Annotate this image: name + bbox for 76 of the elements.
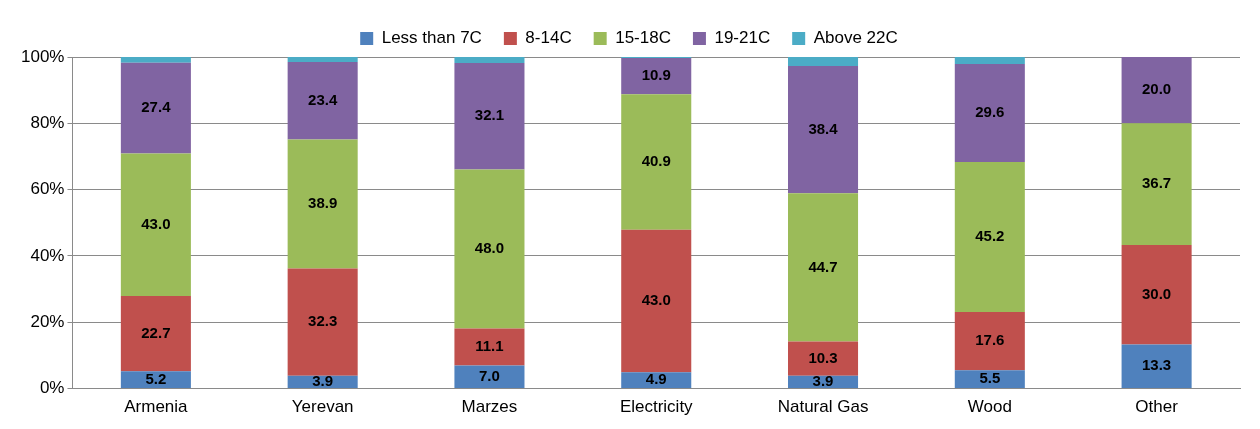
bar (454, 328, 525, 366)
bar (954, 370, 1025, 389)
bar (954, 312, 1025, 371)
y-tick-label: 60% (30, 179, 65, 199)
legend-label: Above 22C (813, 28, 898, 48)
data-label: 23.4 (308, 90, 338, 108)
data-label: 43.0 (141, 214, 171, 232)
data-label: 30.0 (1142, 284, 1172, 302)
data-label: 5.5 (979, 369, 1001, 387)
bar (1121, 57, 1192, 124)
data-label: 38.9 (308, 194, 338, 212)
data-label: 48.0 (474, 239, 505, 257)
data-label: 20.0 (1142, 80, 1172, 98)
x-tick-label: Electricity (619, 397, 694, 417)
bar (287, 57, 358, 62)
legend-label: 19-21C (714, 28, 771, 48)
data-label: 13.3 (1142, 356, 1172, 374)
bar (954, 57, 1025, 64)
bar (120, 153, 191, 297)
y-tick-label: 40% (30, 245, 65, 265)
bar (954, 162, 1025, 312)
bar (120, 57, 191, 63)
bar (621, 94, 692, 230)
data-label: 10.3 (808, 348, 838, 366)
data-label: 3.9 (312, 372, 334, 390)
y-tick-label: 80% (30, 113, 65, 133)
bar (120, 296, 191, 372)
bar (454, 62, 525, 170)
bar (120, 62, 191, 154)
bar (788, 341, 859, 376)
bar (1121, 344, 1192, 389)
data-label: 32.1 (474, 106, 505, 124)
x-tick-label: Marzes (461, 397, 518, 417)
data-label: 27.4 (141, 98, 172, 116)
legend-label: 15-18C (615, 28, 671, 48)
legend-label: 8-14C (525, 28, 572, 48)
legend-label: Less than 7C (381, 28, 482, 48)
data-label: 32.3 (308, 312, 338, 330)
y-tick-label: 0% (39, 378, 65, 398)
data-label: 10.9 (641, 66, 671, 84)
x-tick-label: Yerevan (291, 397, 354, 417)
y-tick-label: 20% (30, 311, 65, 331)
bar (287, 268, 358, 376)
data-label: 45.2 (975, 227, 1005, 245)
data-label: 44.7 (808, 257, 838, 275)
x-tick-label: Natural Gas (777, 397, 869, 417)
data-label: 36.7 (1142, 174, 1172, 192)
data-label: 7.0 (479, 366, 500, 384)
data-label: 43.0 (641, 291, 671, 309)
data-label: 3.9 (812, 372, 834, 390)
bar (621, 58, 692, 95)
data-label: 5.2 (145, 369, 167, 387)
bar (1121, 245, 1192, 345)
data-label: 17.6 (975, 331, 1005, 349)
data-label: 22.7 (141, 323, 171, 341)
bar (788, 57, 859, 66)
bar (287, 61, 358, 140)
bar (287, 139, 358, 269)
bar (454, 365, 525, 389)
data-label: 11.1 (475, 337, 504, 355)
data-label: 29.6 (975, 103, 1005, 121)
data-label: 40.9 (641, 152, 671, 170)
bar (120, 371, 191, 389)
y-tick-label: 100% (21, 46, 65, 66)
bar (954, 63, 1025, 163)
bar (1121, 123, 1192, 246)
bar (454, 57, 525, 63)
x-tick-label: Other (1135, 397, 1179, 417)
x-tick-label: Armenia (124, 397, 189, 417)
bar (454, 169, 525, 329)
data-label: 38.4 (808, 119, 839, 137)
bar (788, 193, 859, 342)
bar (788, 65, 859, 194)
bar (621, 229, 692, 373)
x-tick-label: Wood (967, 397, 1012, 417)
data-label: 4.9 (645, 370, 667, 388)
